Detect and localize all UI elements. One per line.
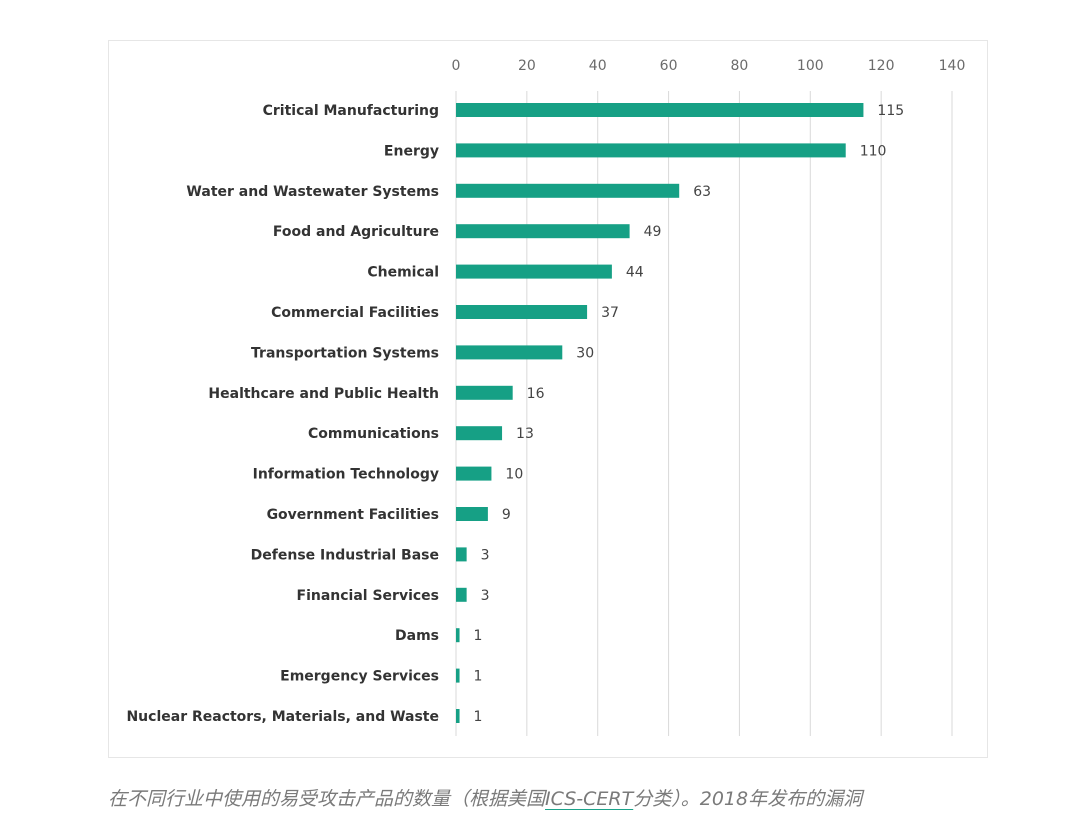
bar-14	[456, 668, 460, 683]
category-label-12: Financial Services	[297, 588, 440, 604]
value-label-4: 44	[626, 265, 644, 281]
value-label-6: 30	[576, 345, 594, 361]
value-label-0: 115	[877, 103, 904, 119]
bar-0	[456, 103, 864, 117]
category-label-14: Emergency Services	[280, 669, 439, 685]
bar-6	[456, 345, 563, 360]
value-label-1: 110	[860, 143, 887, 159]
category-label-9: Information Technology	[253, 467, 439, 483]
bar-10	[456, 507, 488, 521]
caption-text-after: 分类）。2018年发布的漏洞	[633, 788, 863, 810]
category-label-11: Defense Industrial Base	[251, 547, 439, 563]
category-label-3: Food and Agriculture	[273, 224, 439, 240]
category-label-7: Healthcare and Public Health	[208, 386, 439, 402]
category-label-13: Dams	[395, 628, 439, 644]
bar-4	[456, 264, 612, 279]
category-labels: Critical Manufacturing Energy Water and Wa…	[126, 103, 439, 725]
bar-3	[456, 224, 630, 239]
caption-link-ics-cert[interactable]: ICS-CERT	[545, 788, 634, 810]
x-tick-label-40: 40	[589, 58, 607, 74]
category-label-15: Nuclear Reactors, Materials, and Waste	[126, 709, 439, 725]
x-tick-label-120: 120	[868, 58, 895, 74]
value-label-11: 3	[481, 547, 490, 563]
value-label-2: 63	[693, 184, 711, 200]
x-tick-label-80: 80	[731, 58, 749, 74]
gridlines	[455, 91, 953, 736]
x-tick-label-0: 0	[452, 58, 461, 74]
category-label-8: Communications	[308, 426, 439, 442]
value-label-3: 49	[644, 224, 662, 240]
bar-8	[456, 426, 503, 441]
value-label-12: 3	[481, 588, 490, 604]
category-label-0: Critical Manufacturing	[263, 103, 439, 119]
value-label-5: 37	[601, 305, 619, 321]
figure-caption: 在不同行业中使用的易受攻击产品的数量（根据美国ICS-CERT分类）。2018年…	[108, 784, 1008, 811]
caption-text-before: 在不同行业中使用的易受攻击产品的数量（根据美国	[108, 788, 546, 810]
x-tick-label-100: 100	[797, 58, 824, 74]
x-tick-label-140: 140	[939, 58, 966, 74]
value-labels: 115 110 63 49 44 37 30 16 13 10 9 3 3 1 1 1	[474, 103, 905, 725]
bar-5	[456, 305, 588, 319]
value-label-10: 9	[502, 507, 511, 523]
value-label-9: 10	[505, 467, 523, 483]
category-label-4: Chemical	[367, 265, 439, 281]
bar-7	[456, 385, 513, 400]
value-label-8: 13	[516, 426, 534, 442]
category-label-2: Water and Wastewater Systems	[186, 184, 439, 200]
bar-2	[456, 183, 680, 198]
chart-frame: 0 20 40 60 80 100 120 140 Critical Manufacturin…	[108, 40, 988, 758]
category-label-10: Government Facilities	[267, 507, 439, 523]
x-tick-label-20: 20	[518, 58, 536, 74]
bar-1	[456, 143, 846, 158]
x-tick-label-60: 60	[660, 58, 678, 74]
value-label-7: 16	[527, 386, 545, 402]
category-label-6: Transportation Systems	[251, 345, 439, 361]
bars	[456, 103, 864, 723]
category-label-1: Energy	[384, 143, 439, 159]
bar-13	[456, 628, 460, 643]
x-axis-ticks: 0 20 40 60 80 100 120 140	[452, 58, 966, 74]
bar-15	[456, 709, 460, 723]
bar-9	[456, 466, 492, 481]
bar-11	[456, 547, 467, 562]
value-label-14: 1	[474, 669, 483, 685]
bar-chart: 0 20 40 60 80 100 120 140 Critical Manufacturin…	[126, 58, 966, 736]
category-label-5: Commercial Facilities	[271, 305, 439, 321]
value-label-15: 1	[474, 709, 483, 725]
value-label-13: 1	[474, 628, 483, 644]
bar-12	[456, 587, 467, 602]
